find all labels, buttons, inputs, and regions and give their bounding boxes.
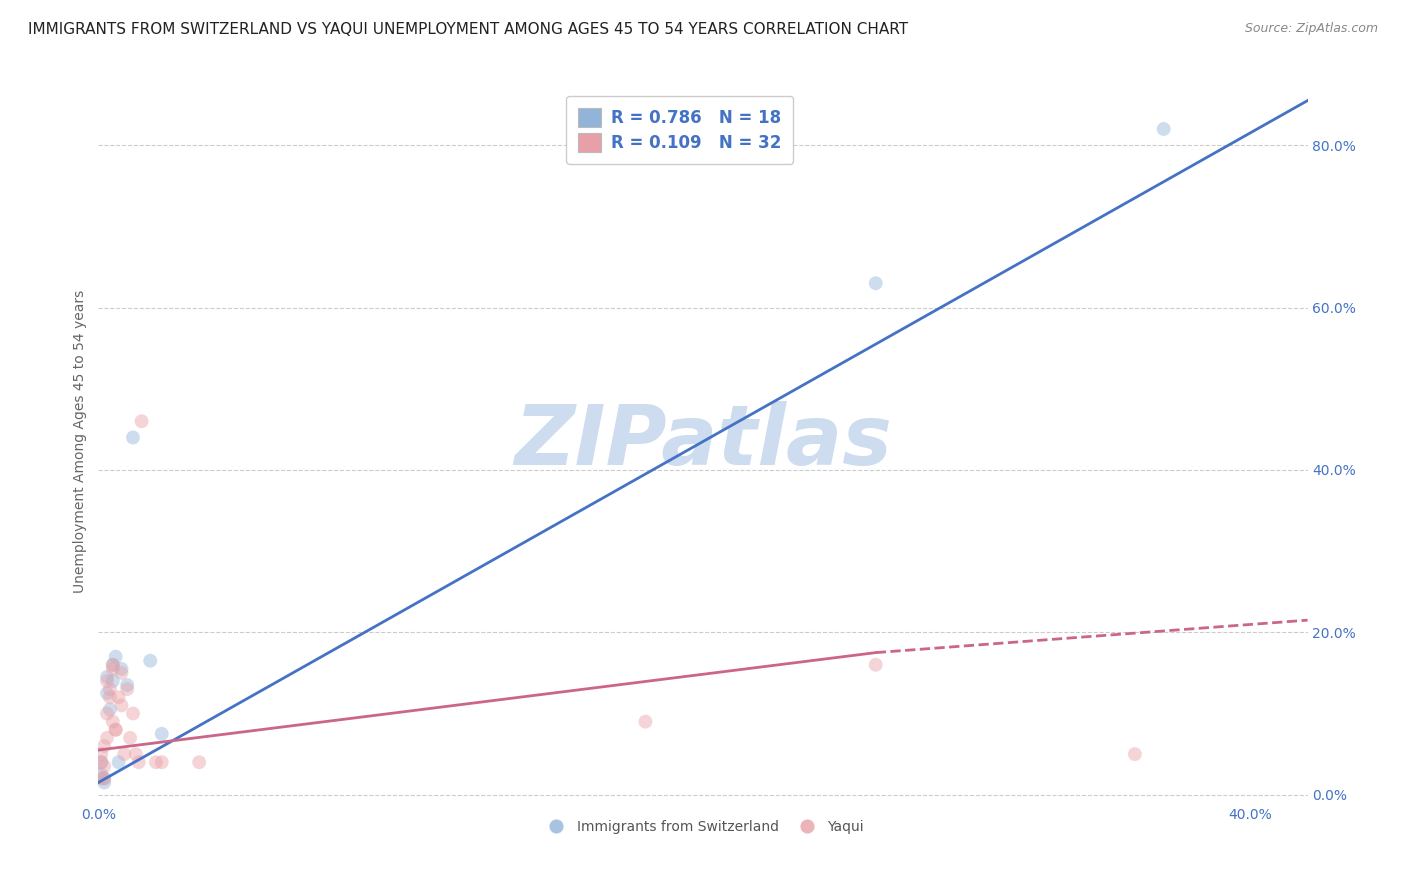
Point	[104, 723, 127, 737]
Point	[865, 657, 887, 672]
Text: ZIPatlas: ZIPatlas	[515, 401, 891, 482]
Point	[90, 767, 112, 781]
Point	[150, 727, 173, 741]
Text: Source: ZipAtlas.com: Source: ZipAtlas.com	[1244, 22, 1378, 36]
Point	[104, 723, 127, 737]
Point	[90, 755, 112, 769]
Point	[104, 649, 127, 664]
Point	[96, 731, 118, 745]
Point	[101, 657, 124, 672]
Point	[131, 414, 153, 428]
Point	[110, 662, 132, 676]
Point	[1153, 122, 1175, 136]
Point	[145, 755, 167, 769]
Point	[115, 678, 138, 692]
Point	[107, 755, 129, 769]
Point	[93, 772, 115, 786]
Point	[96, 670, 118, 684]
Point	[110, 665, 132, 680]
Y-axis label: Unemployment Among Ages 45 to 54 years: Unemployment Among Ages 45 to 54 years	[73, 290, 87, 593]
Point	[139, 654, 162, 668]
Point	[634, 714, 657, 729]
Point	[122, 430, 145, 444]
Point	[112, 747, 135, 761]
Point	[96, 686, 118, 700]
Point	[188, 755, 211, 769]
Point	[101, 657, 124, 672]
Point	[101, 714, 124, 729]
Point	[125, 747, 148, 761]
Point	[90, 772, 112, 786]
Point	[98, 702, 121, 716]
Point	[93, 759, 115, 773]
Point	[110, 698, 132, 713]
Point	[101, 662, 124, 676]
Text: IMMIGRANTS FROM SWITZERLAND VS YAQUI UNEMPLOYMENT AMONG AGES 45 TO 54 YEARS CORR: IMMIGRANTS FROM SWITZERLAND VS YAQUI UNE…	[28, 22, 908, 37]
Point	[115, 682, 138, 697]
Point	[93, 739, 115, 753]
Point	[98, 682, 121, 697]
Point	[128, 755, 150, 769]
Point	[90, 747, 112, 761]
Point	[98, 690, 121, 705]
Point	[107, 690, 129, 705]
Point	[150, 755, 173, 769]
Point	[90, 755, 112, 769]
Point	[96, 673, 118, 688]
Point	[865, 277, 887, 291]
Point	[93, 772, 115, 786]
Point	[101, 673, 124, 688]
Point	[1123, 747, 1146, 761]
Legend: Immigrants from Switzerland, Yaqui: Immigrants from Switzerland, Yaqui	[537, 814, 869, 839]
Point	[120, 731, 142, 745]
Point	[93, 775, 115, 789]
Point	[96, 706, 118, 721]
Point	[122, 706, 145, 721]
